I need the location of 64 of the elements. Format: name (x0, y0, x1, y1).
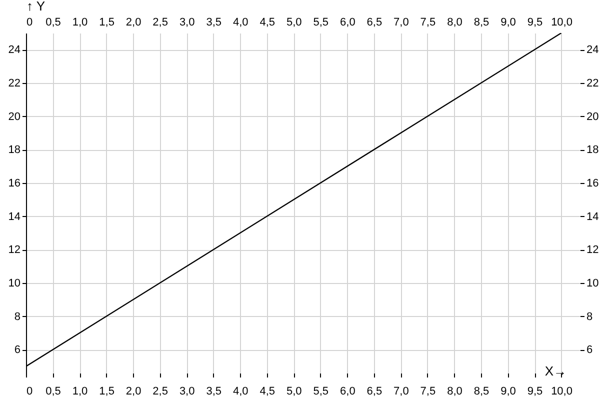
y-tick-label: 16 (8, 178, 20, 190)
y-tick-label: 20 (8, 110, 20, 123)
x-tick-label: 6,5 (366, 16, 382, 28)
x2-tick-label: 2,5 (152, 386, 168, 398)
x2-tick-label: 4,0 (232, 386, 248, 398)
x2-tick-label: 9,5 (527, 386, 543, 398)
y-tick-label: 8 (14, 310, 20, 323)
x-tick-label: 2,0 (126, 16, 142, 28)
x2-tick-label: 2,0 (126, 386, 142, 398)
y-tick-label: 12 (8, 244, 20, 256)
x-tick-label: 7,5 (420, 16, 436, 28)
x-tick-label: 8,0 (447, 16, 462, 28)
x-tick-label: 3,5 (206, 16, 222, 28)
x-tick-label: 0 (26, 16, 33, 28)
x2-tick-label: 1,5 (99, 386, 114, 398)
y2-tick-label: 24 (586, 44, 599, 56)
x2-tick-label: 8,5 (474, 386, 490, 398)
x-tick-label: 5,5 (313, 16, 329, 28)
x2-tick-label: 7,0 (394, 386, 409, 398)
y-tick-label: 22 (8, 78, 20, 90)
x-tick-label: 9,0 (500, 16, 516, 28)
y2-tick-label: 6 (586, 344, 593, 356)
y-tick-label: 10 (8, 278, 20, 290)
x-tick-label: 4,0 (232, 16, 248, 28)
y2-tick-label: 14 (586, 210, 599, 223)
y2-tick-label: 8 (586, 310, 593, 323)
x-tick-label: 5,0 (286, 16, 302, 28)
x2-tick-label: 5,5 (313, 386, 329, 398)
x2-tick-label: 3,0 (179, 386, 195, 398)
y2-tick-label: 16 (586, 178, 599, 190)
y-tick-label: 6 (14, 344, 20, 356)
x-axis-title: X→ (544, 364, 566, 378)
x-tick-label: 1,5 (99, 16, 114, 28)
x2-tick-label: 3,5 (206, 386, 222, 398)
y2-tick-label: 10 (586, 278, 599, 290)
x-tick-label: 2,5 (152, 16, 168, 28)
x-tick-label: 10,0 (551, 16, 572, 28)
x2-tick-label: 9,0 (500, 386, 516, 398)
x2-tick-label: 6,0 (340, 386, 356, 398)
x-tick-label: 1,0 (72, 16, 88, 28)
y-tick-label: 24 (8, 44, 20, 56)
y2-tick-label: 18 (586, 144, 599, 156)
y2-tick-label: 22 (586, 78, 599, 90)
x2-tick-label: 0 (26, 386, 33, 398)
x-tick-label: 8,5 (474, 16, 490, 28)
y-axis-title: ↑ Y (26, 0, 46, 14)
x2-tick-label: 4,5 (260, 386, 276, 398)
y-tick-label: 18 (8, 144, 20, 156)
x-tick-label: 4,5 (260, 16, 276, 28)
x2-tick-label: 7,5 (420, 386, 436, 398)
y2-tick-label: 12 (586, 244, 599, 256)
y2-tick-label: 20 (586, 110, 599, 123)
y-tick-label: 14 (8, 210, 20, 223)
x2-tick-label: 0,5 (46, 386, 61, 398)
x2-tick-label: 10,0 (551, 386, 572, 398)
x-tick-label: 7,0 (394, 16, 409, 28)
x-tick-label: 3,0 (179, 16, 195, 28)
x2-tick-label: 1,0 (72, 386, 88, 398)
x-tick-label: 6,0 (340, 16, 356, 28)
x-tick-label: 9,5 (527, 16, 543, 28)
x2-tick-label: 6,5 (366, 386, 382, 398)
x2-tick-label: 8,0 (447, 386, 462, 398)
x-tick-label: 0,5 (46, 16, 61, 28)
x2-tick-label: 5,0 (286, 386, 302, 398)
